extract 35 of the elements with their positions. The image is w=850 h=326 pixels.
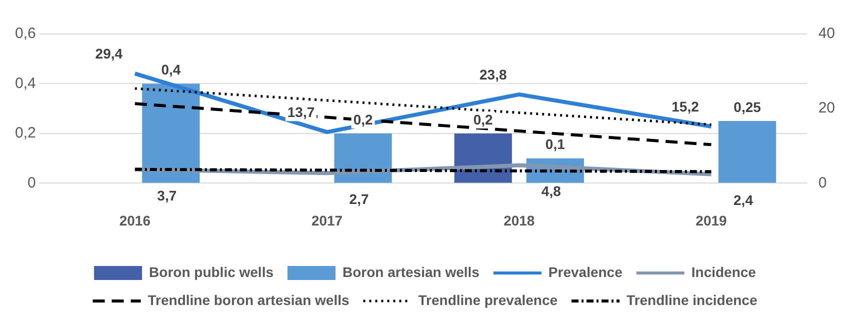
legend-label: Prevalence — [548, 264, 623, 280]
x-tick-label: 2016 — [119, 212, 151, 228]
bar — [334, 133, 392, 183]
data-label: 2,4 — [734, 192, 754, 208]
data-label: 3,7 — [157, 187, 177, 204]
line-series — [134, 87, 713, 126]
bar — [718, 121, 776, 183]
data-label: 23,8 — [480, 66, 507, 82]
data-label: 13,7 — [287, 104, 315, 120]
y-tick-label: 0,2 — [14, 124, 36, 142]
bar — [142, 84, 200, 183]
legend-label: Boron artesian wells — [342, 264, 480, 280]
legend-label: Trendline boron artesian wells — [148, 292, 350, 308]
x-tick-label: 2018 — [504, 212, 535, 228]
data-label: 0,2 — [353, 111, 373, 128]
data-label: 29,4 — [95, 45, 123, 62]
x-tick-label: 2017 — [311, 212, 343, 228]
y2-tick-label: 40 — [818, 25, 836, 42]
y2-tick-label: 0 — [818, 174, 827, 192]
data-label: 2,7 — [349, 190, 369, 207]
data-label: 4,8 — [541, 183, 562, 200]
y-tick-label: 0 — [28, 174, 36, 192]
legend-label: Trendline incidence — [626, 292, 758, 308]
data-label: 0,2 — [473, 111, 494, 128]
y-tick-label: 0,6 — [14, 25, 36, 42]
legend-label: Incidence — [691, 264, 756, 280]
legend-label: Trendline prevalence — [418, 292, 558, 308]
y-tick-label: 0,4 — [14, 74, 36, 92]
data-label: 0,1 — [545, 136, 566, 152]
data-label: 15,2 — [672, 98, 700, 114]
data-label: 0,4 — [161, 62, 181, 78]
y2-tick-label: 20 — [818, 100, 836, 117]
x-tick-label: 2019 — [696, 212, 728, 228]
legend-label: Boron public wells — [149, 264, 274, 280]
data-label: 0,25 — [734, 98, 762, 115]
